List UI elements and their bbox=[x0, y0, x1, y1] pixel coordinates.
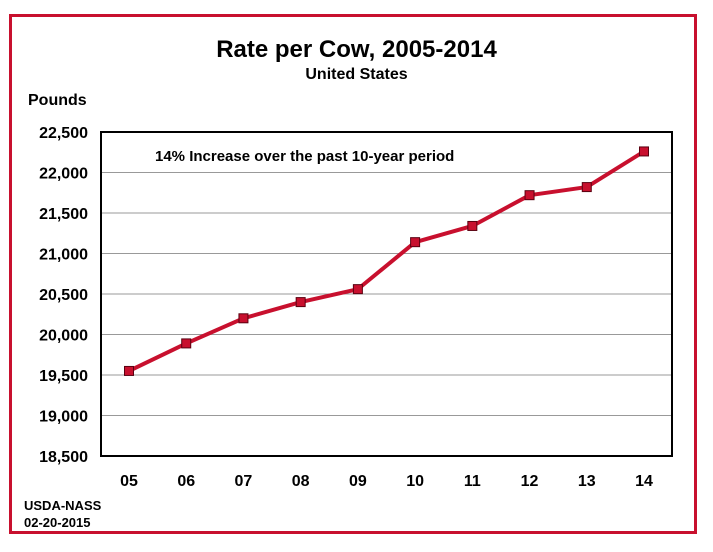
data-point bbox=[524, 190, 535, 201]
data-point bbox=[352, 284, 363, 295]
x-tick-label: 13 bbox=[578, 473, 596, 490]
y-tick-label: 20,500 bbox=[39, 287, 88, 304]
x-tick-label: 06 bbox=[177, 473, 195, 490]
y-axis-label: Pounds bbox=[28, 92, 87, 109]
x-tick-labels: 05 06 07 08 09 10 11 12 13 14 bbox=[120, 473, 653, 490]
x-tick-label: 11 bbox=[464, 473, 481, 490]
source-note: USDA-NASS 02-20-2015 bbox=[24, 497, 101, 531]
data-point bbox=[410, 237, 421, 248]
gridlines bbox=[101, 172, 672, 416]
source-date: 02-20-2015 bbox=[24, 515, 91, 530]
y-tick-label: 22,000 bbox=[39, 166, 88, 183]
y-tick-label: 19,000 bbox=[39, 409, 88, 426]
data-point bbox=[295, 297, 306, 308]
data-point bbox=[581, 182, 592, 193]
y-tick-labels: 18,500 19,000 19,500 20,000 20,500 21,000 21,5… bbox=[39, 125, 88, 466]
plot-area bbox=[100, 131, 673, 457]
chart-title: Rate per Cow, 2005-2014 bbox=[216, 36, 497, 63]
y-tick-label: 20,000 bbox=[39, 328, 88, 345]
chart-annotation: 14% Increase over the past 10-year perio… bbox=[155, 148, 455, 165]
x-tick-label: 09 bbox=[349, 473, 367, 490]
series-markers bbox=[124, 146, 649, 376]
data-point bbox=[639, 146, 649, 157]
source-label: USDA-NASS bbox=[24, 498, 102, 513]
x-tick-label: 08 bbox=[292, 473, 310, 490]
chart-frame bbox=[9, 14, 697, 534]
y-tick-label: 18,500 bbox=[39, 449, 88, 466]
data-point bbox=[238, 313, 249, 324]
series-line-rate-per-cow bbox=[128, 149, 646, 373]
y-tick-label: 21,000 bbox=[39, 247, 88, 264]
y-tick-label: 19,500 bbox=[39, 368, 88, 385]
x-tick-label: 05 bbox=[120, 473, 138, 490]
x-tick-label: 07 bbox=[235, 473, 253, 490]
x-tick-label: 10 bbox=[406, 473, 424, 490]
data-point bbox=[181, 338, 192, 349]
data-point bbox=[467, 220, 478, 231]
chart-subtitle: United States bbox=[305, 66, 408, 83]
y-tick-label: 21,500 bbox=[39, 206, 88, 223]
data-point bbox=[124, 365, 134, 376]
x-tick-label: 12 bbox=[521, 473, 539, 490]
x-tick-label: 14 bbox=[635, 473, 653, 490]
y-tick-label: 22,500 bbox=[39, 125, 88, 142]
